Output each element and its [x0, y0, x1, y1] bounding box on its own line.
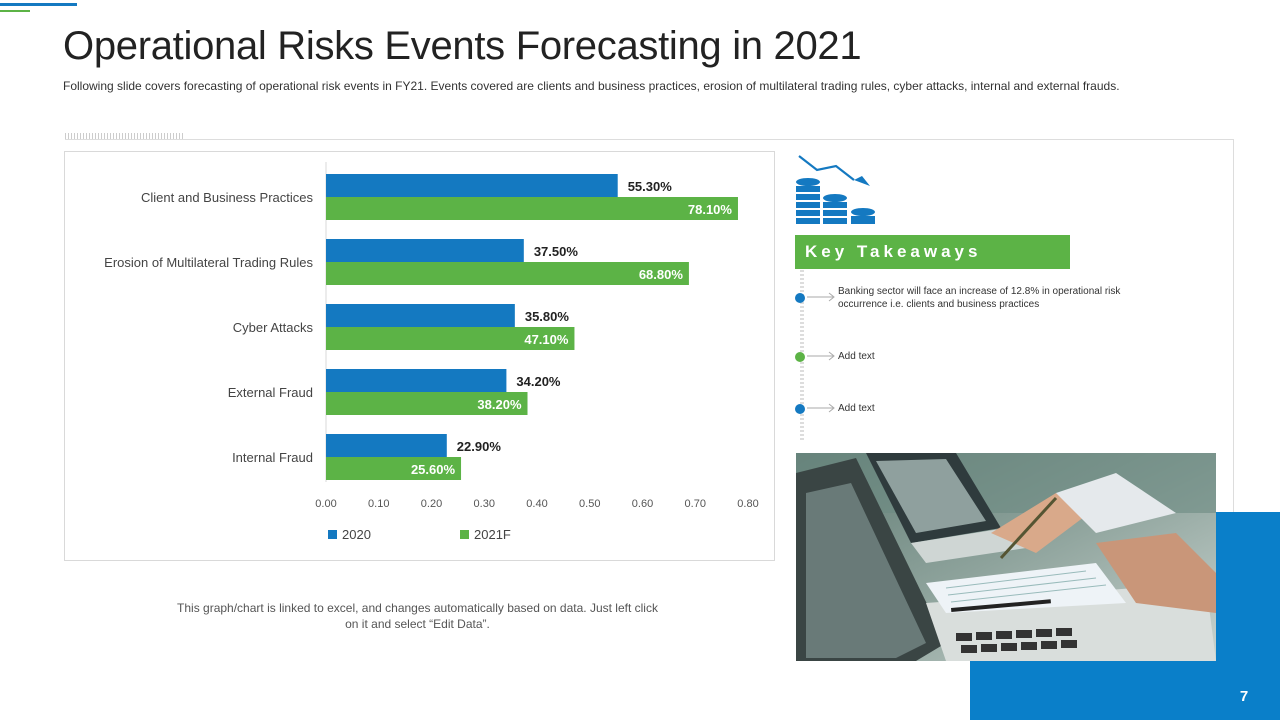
x-tick-label: 0.30 — [474, 498, 495, 510]
bar-2021F — [326, 327, 575, 350]
data-label: 47.10% — [524, 332, 569, 347]
data-label: 25.60% — [411, 462, 456, 477]
coins-down-trend-icon — [796, 155, 875, 224]
x-tick-label: 0.10 — [368, 498, 389, 510]
legend-swatch-2020 — [328, 530, 337, 539]
page-number: 7 — [1239, 688, 1249, 705]
dotted-divider — [65, 133, 183, 140]
x-tick-label: 0.00 — [315, 498, 336, 510]
slide-subtitle: Following slide covers forecasting of op… — [63, 79, 1120, 93]
bar-2020 — [326, 434, 447, 457]
top-accent-green — [0, 10, 30, 12]
bar-chart[interactable]: Client and Business Practices 55.30% 78.10… — [64, 151, 775, 561]
bar-2021F — [326, 457, 462, 480]
accent-block-bottom — [970, 661, 1280, 720]
bar-2021F — [326, 392, 528, 415]
slide-title: Operational Risks Events Forecasting in … — [63, 24, 862, 68]
x-tick-label: 0.40 — [526, 498, 547, 510]
category-label: Cyber Attacks — [233, 320, 314, 335]
category-label: Internal Fraud — [232, 450, 313, 465]
x-tick-label: 0.70 — [685, 498, 706, 510]
data-label: 38.20% — [477, 397, 522, 412]
top-accent-blue — [0, 3, 77, 6]
bullet-dot-icon — [795, 404, 805, 414]
takeaway-text: Add text — [838, 403, 875, 414]
x-tick-label: 0.60 — [632, 498, 653, 510]
takeaway-text: Banking sector will face an increase of … — [838, 286, 1121, 310]
data-label: 22.90% — [457, 439, 502, 454]
category-label: Erosion of Multilateral Trading Rules — [104, 255, 313, 270]
bar-2020 — [326, 304, 515, 327]
arrow-right-icon — [807, 351, 835, 361]
bar-chart-svg: Client and Business Practices 55.30% 78.10… — [104, 162, 759, 542]
data-label: 55.30% — [628, 179, 673, 194]
laptop-meeting-photo — [796, 453, 1216, 661]
x-tick-label: 0.80 — [737, 498, 758, 510]
x-tick-label: 0.20 — [421, 498, 442, 510]
content-frame — [65, 139, 1234, 660]
bar-2021F — [326, 197, 738, 220]
chart-footnote: This graph/chart is linked to excel, and… — [177, 601, 658, 631]
category-label: Client and Business Practices — [141, 190, 313, 205]
data-label: 68.80% — [639, 267, 684, 282]
bullet-dot-icon — [795, 293, 805, 303]
x-tick-label: 0.50 — [579, 498, 600, 510]
data-label: 35.80% — [525, 309, 570, 324]
category-label: External Fraud — [228, 385, 313, 400]
takeaway-text: Add text — [838, 351, 875, 362]
data-label: 37.50% — [534, 244, 579, 259]
bar-2020 — [326, 174, 618, 197]
arrow-right-icon — [807, 292, 835, 302]
data-label: 78.10% — [688, 202, 733, 217]
key-takeaways-heading: Key Takeaways — [795, 235, 1070, 269]
bar-2020 — [326, 369, 507, 392]
legend-swatch-2021F — [460, 530, 469, 539]
legend-label: 2020 — [342, 527, 371, 542]
data-label: 34.20% — [516, 374, 561, 389]
bar-2021F — [326, 262, 689, 285]
bar-2020 — [326, 239, 524, 262]
arrow-right-icon — [807, 403, 835, 413]
bullet-dot-icon — [795, 352, 805, 362]
legend-label: 2021F — [474, 527, 511, 542]
